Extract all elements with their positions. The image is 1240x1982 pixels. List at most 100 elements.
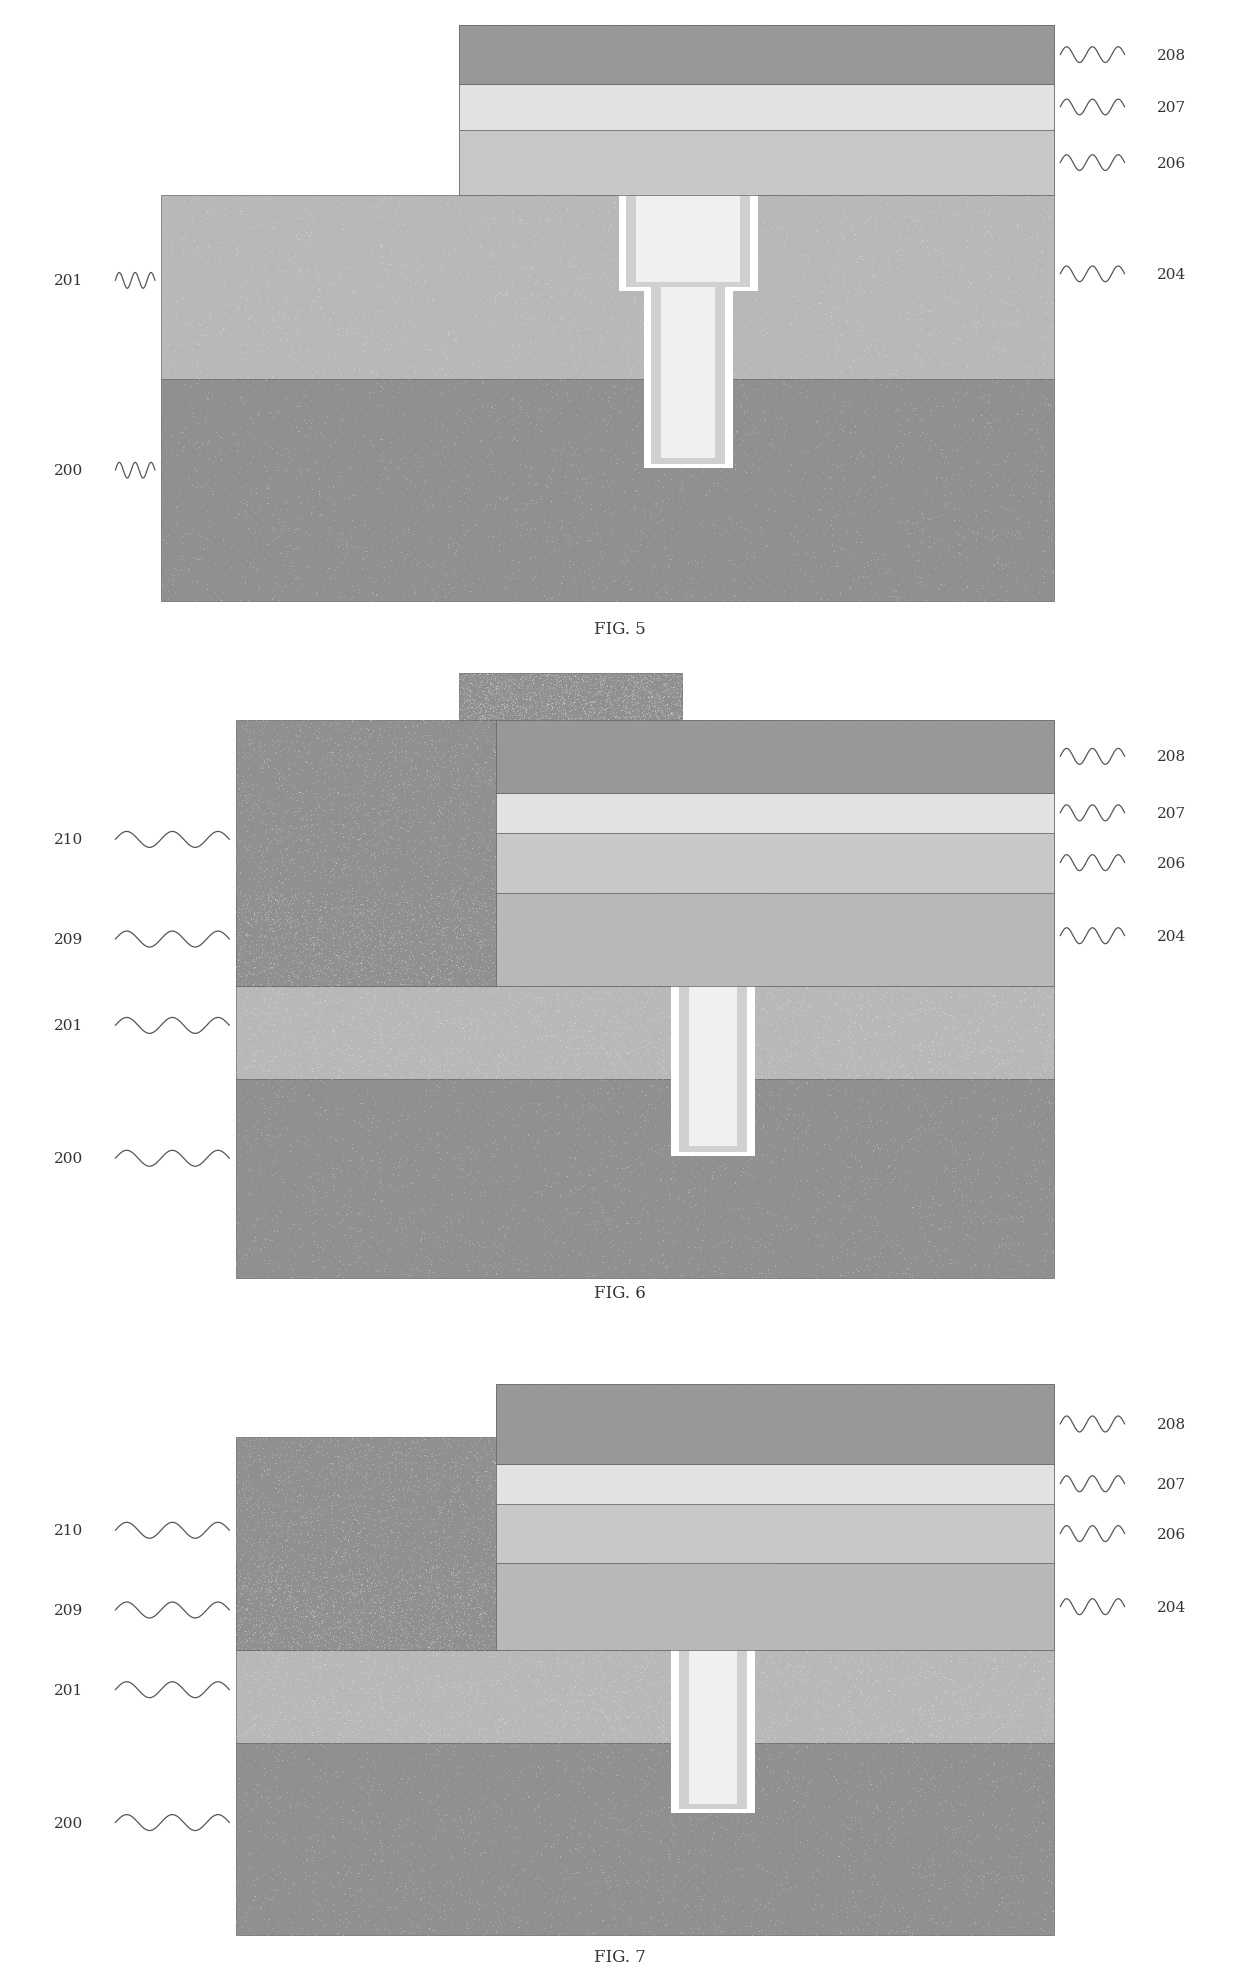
Point xyxy=(667,1659,687,1691)
Point xyxy=(624,50,644,81)
Point xyxy=(800,18,820,50)
Point xyxy=(832,67,852,99)
Point xyxy=(1029,1401,1049,1433)
Point xyxy=(718,953,738,985)
Point xyxy=(584,1726,604,1758)
Point xyxy=(662,660,682,692)
Point xyxy=(253,1710,273,1742)
Point xyxy=(574,751,594,783)
Point xyxy=(887,63,906,95)
Point xyxy=(327,1605,347,1637)
Point xyxy=(516,1570,536,1601)
Point xyxy=(1008,1435,1028,1467)
Point xyxy=(594,668,614,700)
Point xyxy=(371,1483,391,1514)
Point xyxy=(304,1445,324,1477)
Point xyxy=(905,44,925,75)
Point xyxy=(580,1379,600,1411)
Point xyxy=(904,775,924,807)
Point xyxy=(662,12,682,44)
Point xyxy=(548,747,568,779)
Point xyxy=(1007,343,1027,375)
Point xyxy=(454,367,474,398)
Point xyxy=(595,1389,615,1421)
Point xyxy=(532,1596,552,1627)
Point xyxy=(579,973,599,1005)
Point xyxy=(870,1895,890,1927)
Point xyxy=(746,1409,766,1441)
Point xyxy=(1018,277,1038,309)
Point xyxy=(407,1490,427,1522)
Point xyxy=(567,684,587,716)
Point xyxy=(538,63,558,95)
Point xyxy=(187,426,207,458)
Point xyxy=(361,1576,381,1607)
Point xyxy=(585,1405,605,1437)
Point xyxy=(286,785,306,817)
Point xyxy=(960,714,980,745)
Point xyxy=(298,898,317,930)
Point xyxy=(567,1385,587,1417)
Point xyxy=(274,1128,294,1159)
Point xyxy=(655,1421,675,1453)
Point xyxy=(800,1566,820,1597)
Point xyxy=(609,301,629,333)
Point xyxy=(246,497,265,529)
Point xyxy=(329,1867,348,1899)
Point xyxy=(987,898,1007,930)
Point xyxy=(548,712,568,743)
Point xyxy=(960,1433,980,1465)
Point xyxy=(784,743,804,775)
Point xyxy=(717,745,737,777)
Point xyxy=(1033,1754,1053,1786)
Point xyxy=(312,1590,332,1621)
Point xyxy=(956,54,976,85)
Point xyxy=(1037,716,1056,747)
Point xyxy=(397,474,417,505)
Point xyxy=(371,1594,391,1625)
Point xyxy=(537,390,557,422)
Point xyxy=(939,317,959,349)
Point xyxy=(866,1015,885,1046)
Point xyxy=(618,771,637,803)
Point xyxy=(877,953,897,985)
Point xyxy=(353,1597,373,1629)
Point xyxy=(606,1211,626,1243)
Point xyxy=(873,953,893,985)
Point xyxy=(839,1152,859,1183)
Point xyxy=(595,36,615,67)
Point xyxy=(278,813,298,844)
Point xyxy=(635,1839,655,1871)
Point xyxy=(841,1697,861,1728)
Point xyxy=(796,18,816,50)
Point xyxy=(634,14,653,46)
Point xyxy=(904,751,924,783)
Point xyxy=(464,658,484,690)
Point xyxy=(959,745,978,777)
Point xyxy=(508,1722,528,1754)
Point xyxy=(627,737,647,769)
Point xyxy=(655,1425,675,1457)
Point xyxy=(906,1425,926,1457)
Point xyxy=(684,262,704,293)
Point xyxy=(417,995,436,1027)
Point xyxy=(325,1134,345,1165)
Point xyxy=(1024,1675,1044,1707)
Point xyxy=(931,729,951,761)
Point xyxy=(564,1401,584,1433)
Point xyxy=(792,1383,812,1415)
Point xyxy=(629,1391,649,1423)
Point xyxy=(748,254,768,285)
Point xyxy=(303,928,322,959)
Point xyxy=(681,1415,701,1447)
Point xyxy=(717,50,737,81)
Point xyxy=(316,1625,336,1657)
Point xyxy=(848,1649,868,1681)
Point xyxy=(858,1112,878,1144)
Point xyxy=(1038,1566,1058,1597)
Point xyxy=(749,737,769,769)
Point xyxy=(733,957,753,989)
Point xyxy=(572,664,591,696)
Point xyxy=(455,1619,475,1651)
Point xyxy=(541,59,560,91)
